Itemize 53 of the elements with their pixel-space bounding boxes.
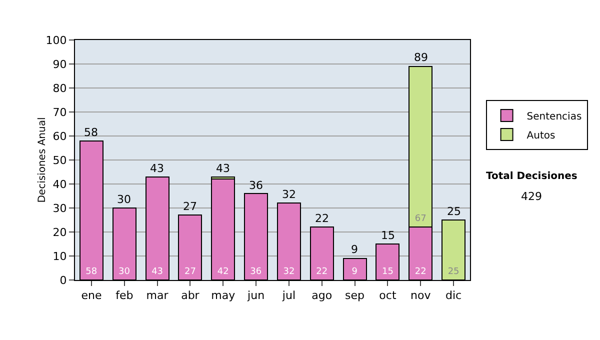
data-label: 9 <box>352 267 358 277</box>
text: 429 <box>521 190 542 203</box>
legend-label: Sentencias <box>526 111 582 122</box>
total-label: 58 <box>84 126 98 139</box>
data-label: 22 <box>316 267 328 277</box>
y-tick-label: 40 <box>52 178 67 191</box>
y-tick-label: 10 <box>52 250 67 263</box>
data-label: 22 <box>414 267 426 277</box>
x-tick-label: feb <box>116 289 134 302</box>
total-label: 43 <box>216 162 230 175</box>
x-tick-label: jun <box>246 289 265 302</box>
data-label: 43 <box>152 267 164 277</box>
y-tick-label: 20 <box>52 226 67 239</box>
x-tick-label: nov <box>410 289 432 302</box>
x-tick-label: mar <box>146 289 169 302</box>
data-label: 30 <box>118 267 130 277</box>
legend-label: Autos <box>526 130 556 142</box>
y-tick-label: 90 <box>52 58 67 71</box>
total-label: 25 <box>447 205 461 218</box>
y-axis-title: Decisiones Anual <box>37 117 48 203</box>
total-label: 32 <box>282 188 296 201</box>
y-tick-label: 60 <box>52 130 67 143</box>
data-label: 36 <box>250 267 262 277</box>
data-label: 42 <box>217 267 229 277</box>
x-tick-label: ene <box>81 289 102 302</box>
total-label: 22 <box>315 212 329 225</box>
data-label: 25 <box>448 267 460 277</box>
y-tick-label: 50 <box>52 154 67 167</box>
x-tick-label: sep <box>345 289 365 302</box>
x-tick-label: may <box>211 289 236 302</box>
total-label: 27 <box>183 200 197 213</box>
total-label: 89 <box>414 51 428 64</box>
data-label: 32 <box>283 267 295 277</box>
x-tick-label: jul <box>281 289 296 302</box>
total-label: 36 <box>249 179 263 192</box>
y-tick-label: 80 <box>52 82 67 95</box>
x-tick-label: dic <box>445 289 462 302</box>
total-label: 15 <box>381 229 395 242</box>
total-label: 43 <box>150 162 164 175</box>
total-label: 30 <box>117 193 131 206</box>
x-tick-label: ago <box>312 289 332 302</box>
y-tick-label: 0 <box>60 274 67 287</box>
data-label: 27 <box>184 267 196 277</box>
total-label: 9 <box>351 243 358 256</box>
y-tick-label: 100 <box>46 34 67 47</box>
y-tick-label: 70 <box>52 106 67 119</box>
x-tick-label: oct <box>379 289 397 302</box>
data-label: 67 <box>414 214 426 224</box>
data-label: 15 <box>382 267 394 277</box>
data-label: 58 <box>86 267 98 277</box>
y-tick-label: 30 <box>52 202 67 215</box>
text: Total Decisiones <box>486 171 578 182</box>
x-tick-label: abr <box>181 289 200 302</box>
